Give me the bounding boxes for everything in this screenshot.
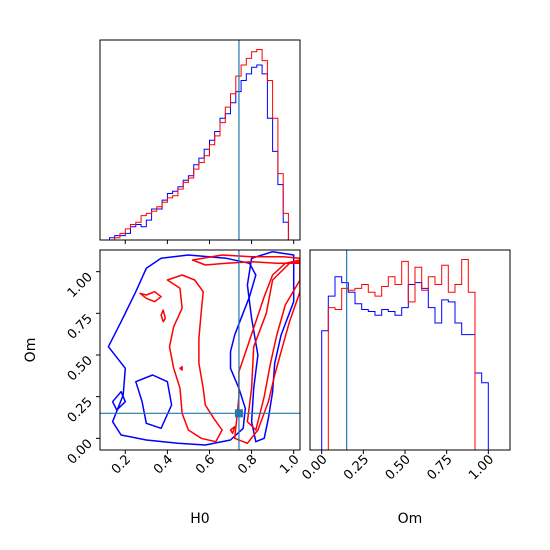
- om-x-axis-label: Om: [398, 511, 423, 527]
- om-histogram-panel: 0.00 0.25 0.50 0.75 1.00 Om: [299, 249, 511, 527]
- om-histogram-frame: [309, 249, 511, 451]
- contour-line: [233, 259, 300, 445]
- contour-line: [229, 425, 236, 435]
- contour-line: [246, 260, 300, 431]
- h0-histogram-frame-bg: [100, 40, 300, 240]
- joint-contour-panel: 0.2 0.4 0.6 0.8 1.0 0.000.250.500.751.00 H0 …: [23, 249, 303, 527]
- h0-histogram-frame: [99, 39, 301, 241]
- joint-truth-marker: [234, 409, 243, 418]
- contour-line: [111, 390, 127, 411]
- joint-frame-bg: [100, 250, 300, 450]
- contour-line: [135, 374, 173, 430]
- h0-histogram-ticks: [124, 240, 295, 244]
- histogram-series-1: [104, 49, 294, 241]
- contour-line: [179, 365, 183, 371]
- contour-line: [166, 274, 223, 443]
- joint-y-axis-label: Om: [23, 338, 39, 363]
- joint-x-axis-label: H0: [190, 511, 209, 527]
- om-histogram-frame-bg: [310, 250, 510, 450]
- contour-line: [160, 309, 167, 323]
- joint-contour-series: [107, 250, 300, 446]
- histogram-series-0: [104, 64, 294, 241]
- contour-line: [107, 254, 257, 446]
- joint-frame: [99, 249, 301, 451]
- contour-line: [191, 254, 300, 266]
- histogram-series-1: [315, 259, 495, 451]
- contour-line: [246, 250, 295, 443]
- h0-histogram-series: [104, 49, 294, 241]
- contour-line: [139, 290, 162, 303]
- h0-histogram-panel: [99, 39, 301, 244]
